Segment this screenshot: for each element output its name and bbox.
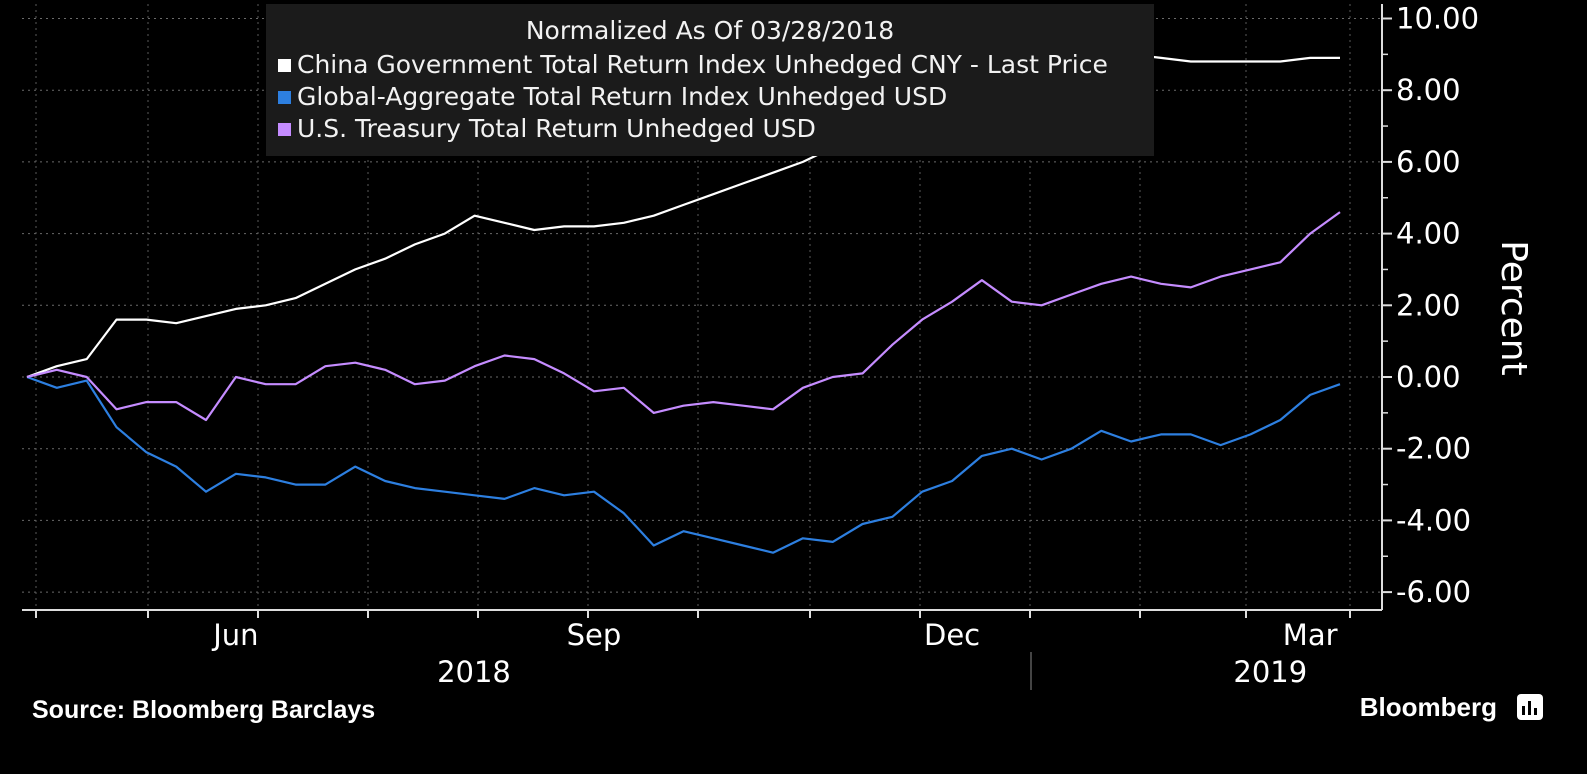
y-tick-label: 2.00 <box>1396 288 1461 322</box>
legend-label: U.S. Treasury Total Return Unhedged USD <box>297 114 816 143</box>
legend-swatch <box>278 91 291 104</box>
axes: 10.00 8.00 6.00 4.00 2.00 0.00 -2.00 -4.00 -6.00… <box>22 2 1534 690</box>
x-tick-label: Jun <box>211 618 258 652</box>
series-line-1 <box>26 375 1341 554</box>
legend-item-china: China Government Total Return Index Unhe… <box>278 50 1108 79</box>
legend-item-treasury: U.S. Treasury Total Return Unhedged USD <box>278 114 816 143</box>
y-tick-label: 8.00 <box>1396 73 1461 107</box>
series-line-2 <box>26 211 1341 422</box>
y-tick-label: -4.00 <box>1396 503 1471 537</box>
legend: Normalized As Of 03/28/2018 China Govern… <box>266 4 1154 156</box>
bloomberg-chart-icon <box>1517 694 1543 720</box>
legend-label: China Government Total Return Index Unhe… <box>297 50 1108 79</box>
x-tick-label: Dec <box>924 618 980 652</box>
legend-swatch <box>278 59 291 72</box>
x-tick-label: Sep <box>567 618 622 652</box>
y-tick-label: 6.00 <box>1396 145 1461 179</box>
legend-label: Global-Aggregate Total Return Index Unhe… <box>297 82 948 111</box>
y-tick-label: 4.00 <box>1396 217 1461 251</box>
y-tick-label: 10.00 <box>1396 2 1479 36</box>
y-axis-title: Percent <box>1493 240 1534 375</box>
legend-swatch <box>278 123 291 136</box>
y-tick-label: -6.00 <box>1396 575 1471 609</box>
x-tick-label: Mar <box>1283 618 1338 652</box>
y-tick-label: 0.00 <box>1396 360 1461 394</box>
chart-title: Normalized As Of 03/28/2018 <box>525 16 895 45</box>
bloomberg-brand: Bloomberg <box>1359 692 1497 722</box>
gridlines <box>22 4 1382 610</box>
year-label: 2019 <box>1233 655 1307 689</box>
year-label: 2018 <box>437 655 511 689</box>
legend-item-global: Global-Aggregate Total Return Index Unhe… <box>278 82 947 111</box>
source-note: Source: Bloomberg Barclays <box>32 696 376 724</box>
y-tick-label: -2.00 <box>1396 432 1471 466</box>
